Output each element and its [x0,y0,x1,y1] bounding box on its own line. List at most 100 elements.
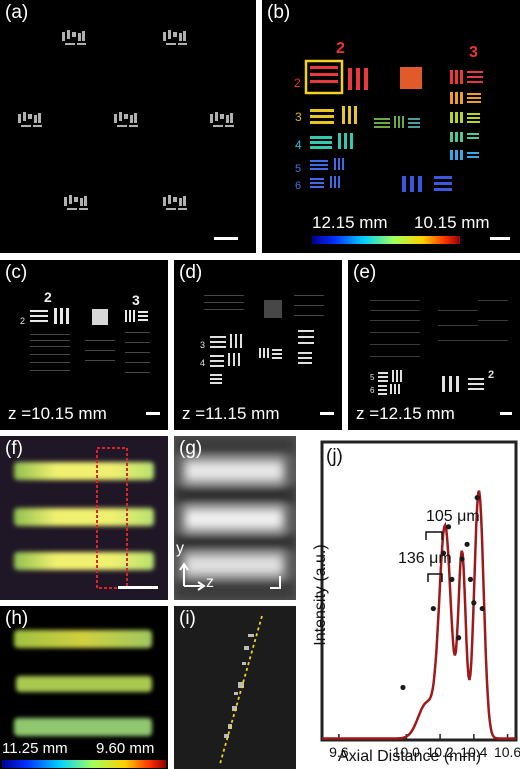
data-point [449,576,455,582]
data-point [479,605,485,612]
element-5-6-bars [310,158,344,188]
panel-j: 9.6 10.0 10.2 10.4 10.6 (j) 105 μm 136 μm In… [302,436,520,769]
panel-g-image [174,436,296,600]
svg-text:3: 3 [200,340,205,350]
scale-bar [490,237,510,240]
panel-f-image [0,436,168,600]
panel-c: (c) 2 3 2 z =10.15 mm [0,260,168,430]
data-points [400,495,485,691]
data-point [459,556,465,562]
bar-middle [184,508,284,530]
panel-i-image [219,615,263,765]
scale-bar [214,237,238,240]
data-point [467,576,474,582]
z-depth-label: z =12.15 mm [356,404,455,423]
element-label-6: 6 [295,180,302,192]
svg-text:4: 4 [200,358,205,368]
red-bars [310,66,368,90]
panel-b-label: (b) [267,2,291,23]
panel-e-label: (e) [353,262,377,283]
target-copy [163,195,187,210]
panel-d-label: (d) [179,262,203,283]
peak-brackets [425,531,443,582]
x-ticks: 9.6 10.0 10.2 10.4 10.6 [329,734,520,760]
bar-bottom [14,718,152,736]
y-axis-label: Intensity (a.u.) [312,544,329,646]
target-copy [114,112,138,127]
bottom-blue-group [402,176,452,192]
panel-h-label: (h) [5,608,29,629]
svg-text:2: 2 [488,369,494,381]
x-tick-label: 10.4 [460,744,487,760]
annotation-136: 136 μm [398,550,452,567]
right-group [450,70,483,160]
colorbar-max-label: 9.60 mm [96,740,155,757]
data-point [456,635,462,641]
panel-d: (d) 3 4 z =11.15 mm [174,260,342,430]
colorbar [2,760,166,768]
element-label-3: 3 [295,110,302,124]
z-depth-label: z =11.15 mm [182,404,280,423]
axis-z-label: z [206,574,214,591]
panel-c-image: 2 3 2 [20,289,150,373]
element-label-2: 2 [294,76,301,90]
panel-c-label: (c) [5,262,28,283]
target-copy [62,30,86,45]
element-3-bars [310,106,357,124]
z-depth-label: z =10.15 mm [8,404,107,423]
svg-text:3: 3 [132,292,140,308]
data-point [400,684,406,691]
bar-bottom [14,552,154,570]
bar-top [14,462,154,480]
target-copy [18,112,42,127]
panel-i: (i) [174,606,296,769]
group-label-2: 2 [336,40,345,57]
panel-a: (a) [0,0,256,253]
panel-h-image [2,630,166,768]
element-4-bars [310,133,353,149]
axial-profile-chart: 9.6 10.0 10.2 10.4 10.6 [320,440,520,760]
element-label-5: 5 [295,163,302,175]
panel-f-label: (f) [5,438,23,459]
panel-e-image: 5 6 2 [370,300,508,395]
annotation-105: 105 μm [426,508,480,525]
panel-a-label: (a) [5,2,29,23]
panel-g-label: (g) [179,438,203,459]
colorbar-min-label: 11.25 mm [2,740,68,757]
panel-b-image [304,59,483,244]
svg-text:2: 2 [20,316,25,326]
panel-j-label: (j) [326,446,343,467]
fit-line [219,615,263,765]
scale-bar [500,412,512,415]
x-tick-label: 10.0 [393,744,420,760]
svg-text:5: 5 [370,373,375,382]
scale-bar [320,412,334,415]
red-square [400,67,422,89]
colorbar-max-label: 10.15 mm [414,213,490,232]
panel-f: (f) [0,436,168,600]
panel-a-image [18,30,234,210]
panel-e: (e) 5 6 2 z =12.15 mm [348,260,520,430]
bar-middle [14,508,154,526]
panel-i-label: (i) [179,608,196,629]
bar-top [184,460,284,482]
fit-curve [322,490,516,740]
dotted-roi [96,447,128,589]
x-axis-label: Axial Distance (mm) [338,748,482,765]
x-tick-label: 10.6 [494,744,520,760]
element-label-4: 4 [295,138,302,152]
scale-bar [146,412,160,415]
axis-y-label: y [176,540,184,557]
scale-bar [118,586,158,589]
panel-g: (g) y z [174,436,296,600]
x-tick-label: 10.2 [426,744,453,760]
middle-group [374,116,420,128]
colorbar-min-label: 12.15 mm [312,213,388,232]
x-tick-label: 9.6 [329,744,349,760]
data-point [430,605,436,612]
panel-h: (h) 11.25 mm 9.60 mm [0,606,168,769]
panel-b: (b) 2 3 2 3 4 5 6 [262,0,520,253]
target-copy [163,30,187,45]
data-point [440,550,447,556]
highlight-box [304,59,344,95]
